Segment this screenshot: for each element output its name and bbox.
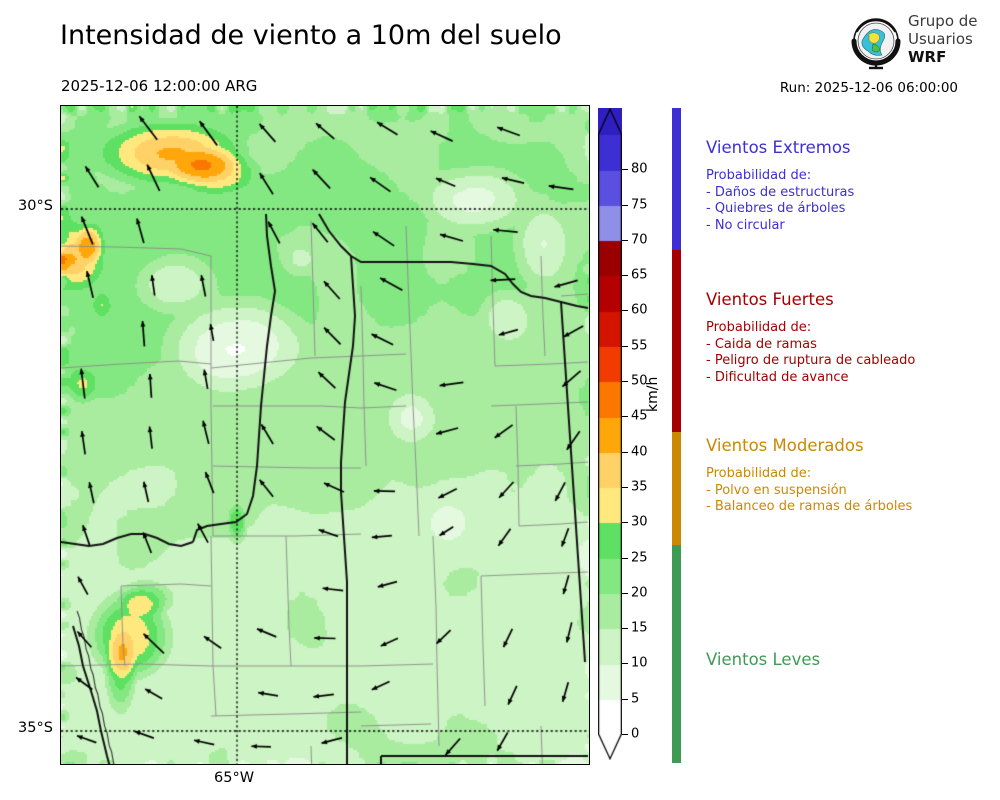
colorbar-tick-label: 30 (631, 514, 648, 530)
colorbar-ticks: 0 5 10 15 20 25 30 35 40 45 50 55 60 65 70 75 80 (622, 108, 662, 760)
globe-emblem-icon (851, 18, 901, 70)
colorbar-tick-mark (622, 486, 628, 488)
colorbar-axis-title: km/h (645, 376, 661, 412)
valid-time-label: 2025-12-06 12:00:00 ARG (61, 77, 258, 95)
lat-tick-35s: 35°S (18, 720, 53, 736)
legend-heading-light-winds: Vientos Leves (706, 650, 821, 669)
colorbar-tick-mark (622, 204, 628, 206)
legend-section-light-winds: Vientos Leves (706, 650, 996, 680)
legend-item-extreme-winds-0: - Daños de estructuras (706, 184, 855, 200)
legend-item-strong-winds-1: - Peligro de ruptura de cableado (706, 353, 916, 368)
colorbar-tick-mark (622, 381, 628, 383)
colorbar-tick-label: 75 (631, 197, 648, 213)
colorbar-tick-mark (622, 628, 628, 630)
colorbar-tick-mark (622, 557, 628, 559)
legend-item-strong-winds-0: - Caida de ramas (706, 336, 817, 352)
map-raster (61, 106, 589, 764)
colorbar-tick-mark (622, 592, 628, 594)
colorbar-tick-mark (622, 416, 628, 418)
colorbar-tick-mark (622, 169, 628, 171)
colorbar-tick-mark (622, 275, 628, 277)
colorbar-raster (598, 108, 622, 760)
colorbar-tick-mark (622, 451, 628, 453)
legend-intro-strong-winds: Probabilidad de: (706, 320, 812, 335)
legend-item-moderate-winds-0: - Polvo en suspensión (706, 482, 847, 498)
wind-category-legend: Vientos Extremos Probabilidad de: - Daños … (672, 108, 992, 763)
colorbar (598, 108, 622, 760)
brand-line-3: WRF (908, 48, 947, 66)
legend-item-moderate-winds-1: - Balanceo de ramas de árboles (706, 499, 913, 514)
legend-section-moderate-winds: Vientos Moderados Probabilidad de: - Polvo… (706, 436, 996, 516)
legend-swatch-strong-winds (672, 250, 681, 432)
brand-line-1: Grupo de (908, 12, 978, 30)
brand-line-2: Usuarios (908, 30, 973, 48)
colorbar-tick-mark (622, 522, 628, 524)
lon-tick-65w: 65°W (214, 770, 255, 786)
legend-swatch-moderate-winds (672, 432, 681, 545)
colorbar-tick-label: 5 (631, 691, 640, 707)
legend-section-strong-winds: Vientos Fuertes Probabilidad de: - Caida d… (706, 290, 996, 386)
brand-logo: Grupo de Usuarios WRF (848, 12, 993, 74)
colorbar-tick-label: 10 (631, 655, 648, 671)
colorbar-tick-mark (622, 310, 628, 312)
page-title: Intensidad de viento a 10m del suelo (60, 20, 562, 51)
legend-heading-extreme-winds: Vientos Extremos (706, 138, 851, 157)
colorbar-tick-label: 50 (631, 373, 648, 389)
legend-intro-moderate-winds: Probabilidad de: (706, 466, 812, 481)
colorbar-tick-label: 80 (631, 161, 648, 177)
legend-heading-strong-winds: Vientos Fuertes (706, 290, 834, 309)
legend-item-extreme-winds-1: - Quiebres de árboles (706, 201, 846, 216)
run-time-label: Run: 2025-12-06 06:00:00 (779, 80, 958, 96)
colorbar-tick-label: 65 (631, 267, 648, 283)
colorbar-tick-mark (622, 239, 628, 241)
colorbar-tick-label: 40 (631, 444, 648, 460)
colorbar-tick-label: 60 (631, 302, 648, 318)
legend-swatch-extreme-winds (672, 108, 681, 250)
colorbar-tick-label: 25 (631, 550, 648, 566)
lat-tick-30s: 30°S (18, 198, 53, 214)
colorbar-tick-label: 35 (631, 479, 648, 495)
legend-item-strong-winds-2: - Dificultad de avance (706, 369, 849, 385)
wind-intensity-map[interactable] (60, 105, 590, 765)
legend-color-strip (672, 108, 681, 763)
legend-heading-moderate-winds: Vientos Moderados (706, 436, 864, 455)
colorbar-tick-label: 15 (631, 620, 648, 636)
colorbar-tick-label: 70 (631, 232, 648, 248)
colorbar-tick-label: 20 (631, 585, 648, 601)
legend-section-extreme-winds: Vientos Extremos Probabilidad de: - Daños … (706, 138, 996, 234)
legend-swatch-light-winds (672, 545, 681, 763)
legend-intro-extreme-winds: Probabilidad de: (706, 168, 812, 183)
colorbar-tick-mark (622, 734, 628, 735)
colorbar-tick-label: 0 (631, 726, 640, 742)
colorbar-tick-mark (622, 698, 628, 700)
colorbar-tick-mark (622, 345, 628, 347)
legend-item-extreme-winds-2: - No circular (706, 217, 785, 233)
colorbar-tick-label: 55 (631, 338, 648, 354)
colorbar-tick-mark (622, 663, 628, 665)
colorbar-tick-label: 45 (631, 408, 648, 424)
